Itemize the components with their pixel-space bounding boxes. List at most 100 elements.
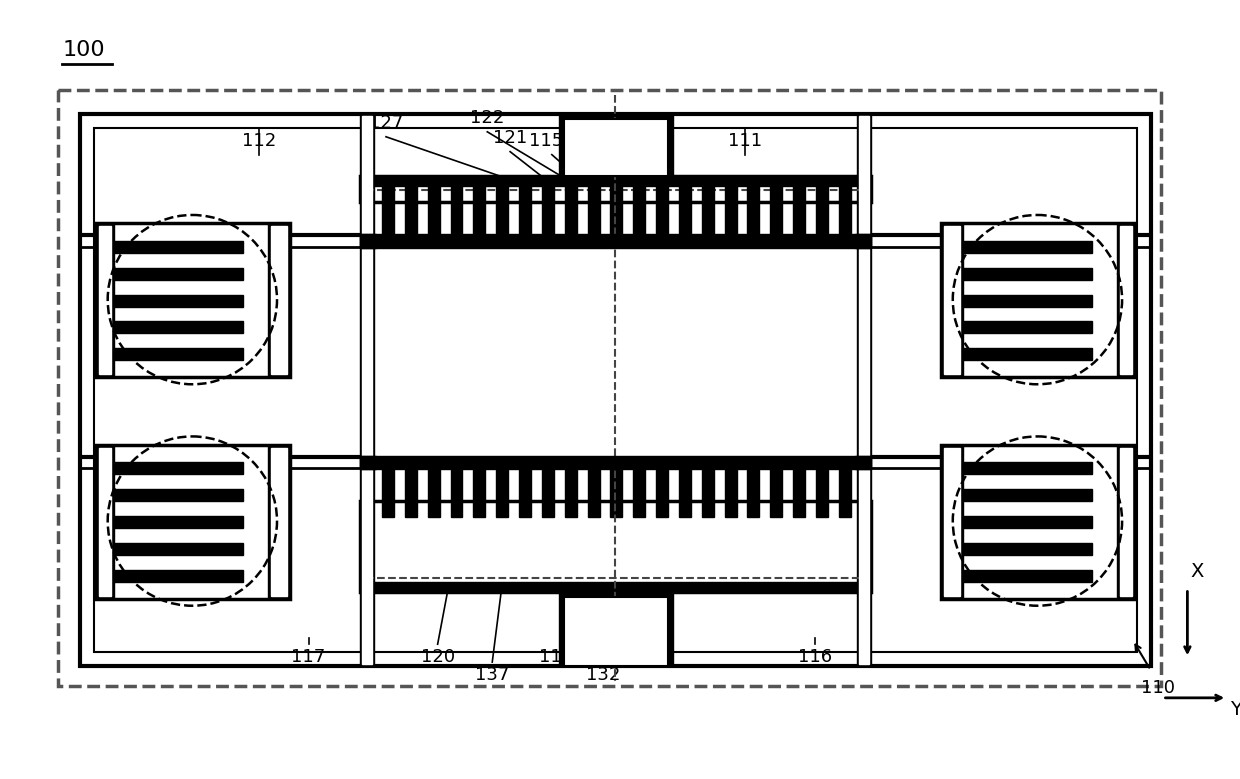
Text: 137: 137 [475,666,510,684]
Bar [941,445,963,598]
Bar [944,226,960,374]
Bar [496,470,508,517]
Bar [114,543,243,555]
Bar [963,569,1092,582]
Bar [114,322,243,333]
Bar [724,186,737,234]
Bar [610,186,622,234]
Bar [360,114,374,666]
Bar [816,470,828,517]
Bar [360,582,870,591]
Bar [634,470,645,517]
Bar [542,470,554,517]
Bar [963,543,1092,555]
Bar [748,186,759,234]
Bar [724,470,737,517]
Bar [99,448,110,596]
Bar [114,348,243,360]
Text: 115b: 115b [539,648,584,666]
Text: I': I' [627,650,637,668]
Bar [95,445,290,598]
Bar [858,116,868,664]
Text: 310: 310 [100,327,134,345]
Text: I: I [627,136,632,153]
Bar [450,186,463,234]
Bar [81,114,1151,666]
Bar [95,445,114,598]
Text: 117: 117 [291,648,326,666]
Bar [941,445,1135,598]
Bar [944,448,960,596]
Bar [520,470,531,517]
Bar [542,186,554,234]
Text: 320: 320 [1063,471,1097,488]
Bar [838,470,851,517]
Bar [114,516,243,528]
Bar [702,186,714,234]
Bar [564,119,668,177]
Bar [94,128,1137,652]
Bar [270,448,286,596]
Bar [941,223,1135,377]
Bar [963,463,1092,474]
Bar [268,223,290,377]
Bar [114,489,243,501]
Bar [360,177,870,186]
Bar [1117,223,1135,377]
Bar [382,470,394,517]
Text: 127: 127 [368,114,403,132]
Bar [450,470,463,517]
Bar [360,501,870,591]
Bar [963,516,1092,528]
Bar [963,268,1092,280]
Bar [941,223,963,377]
Bar [857,114,870,666]
Bar [794,470,805,517]
Bar [474,470,485,517]
Bar [634,186,645,234]
Bar [559,591,673,666]
Text: 100: 100 [62,41,105,60]
Bar [474,186,485,234]
Bar [816,186,828,234]
Text: 300: 300 [1063,349,1097,367]
Bar [963,348,1092,360]
Bar [854,234,870,248]
Bar [794,186,805,234]
Bar [680,470,691,517]
Bar [963,241,1092,253]
Bar [95,223,290,377]
Bar [114,268,243,280]
Bar [360,234,376,248]
Bar [95,223,114,377]
Bar [702,470,714,517]
Bar [114,241,243,253]
Text: 132: 132 [587,666,621,684]
Bar [770,186,782,234]
Bar [1120,226,1132,374]
Bar [114,294,243,307]
Bar [854,456,870,470]
Bar [770,470,782,517]
Bar [99,226,110,374]
Text: 121: 121 [494,129,527,146]
Bar [1120,448,1132,596]
Bar [114,463,243,474]
Bar [114,569,243,582]
Bar [405,186,417,234]
Bar [610,470,622,517]
Bar [58,90,1161,686]
Text: 330: 330 [100,460,134,478]
Bar [360,456,376,470]
Text: X: X [1190,562,1204,580]
Text: 122: 122 [470,109,505,127]
Bar [1117,445,1135,598]
Bar [428,186,440,234]
Bar [362,116,372,664]
Text: 116: 116 [797,648,832,666]
Bar [382,186,394,234]
Bar [963,489,1092,501]
Bar [268,445,290,598]
Bar [963,322,1092,333]
Text: 120: 120 [420,648,455,666]
